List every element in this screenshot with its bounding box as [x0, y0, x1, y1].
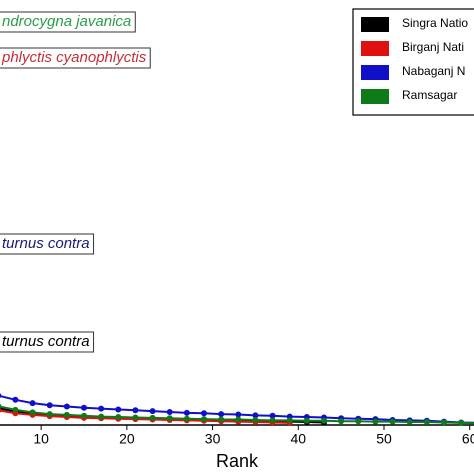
- x-tick-label: 50: [376, 431, 392, 447]
- x-tick-label: 60: [462, 431, 474, 447]
- legend-label: Singra Natio: [402, 16, 468, 30]
- data-point: [355, 418, 362, 425]
- data-point: [183, 409, 190, 416]
- data-point: [63, 403, 70, 410]
- legend-swatch: [361, 41, 389, 56]
- data-point: [63, 411, 70, 418]
- x-tick-label: 20: [119, 431, 135, 447]
- data-point: [132, 407, 139, 414]
- x-tick-label: 40: [290, 431, 306, 447]
- legend-label: Birganj Nati: [402, 40, 464, 54]
- data-point: [132, 414, 139, 421]
- data-point: [29, 400, 36, 407]
- annotation: turnus contra: [0, 233, 95, 255]
- data-point: [458, 419, 465, 426]
- legend-label: Nabaganj N: [402, 64, 465, 78]
- data-point: [321, 417, 327, 424]
- data-point: [149, 408, 156, 415]
- annotation-box: [0, 233, 95, 255]
- data-point: [98, 405, 105, 412]
- annotation: turnus contra: [0, 331, 95, 353]
- annotation-box: [0, 331, 95, 353]
- data-point: [46, 411, 53, 418]
- annotation-text: turnus contra: [2, 333, 90, 350]
- data-point: [0, 407, 2, 413]
- data-point: [115, 406, 122, 413]
- series-line: [0, 409, 290, 424]
- data-point: [389, 418, 396, 425]
- annotation-box: [0, 11, 136, 33]
- data-point: [12, 406, 19, 413]
- data-point: [218, 411, 225, 418]
- data-point: [115, 414, 122, 421]
- data-point: [166, 408, 173, 415]
- data-point: [235, 416, 242, 423]
- data-point: [46, 402, 53, 409]
- data-point: [303, 417, 310, 424]
- data-point: [149, 414, 156, 421]
- legend-swatch: [361, 17, 389, 32]
- data-point: [0, 393, 2, 399]
- legend-swatch: [361, 89, 389, 104]
- annotation-text: phlyctis cyanophlyctis: [1, 49, 147, 66]
- annotation: ndrocygna javanica: [0, 11, 136, 33]
- data-point: [29, 409, 36, 416]
- data-point: [286, 417, 293, 424]
- data-point: [81, 412, 87, 419]
- annotation-box: [0, 47, 151, 69]
- data-point: [218, 416, 225, 423]
- data-point: [338, 418, 345, 425]
- annotation-text: turnus contra: [2, 235, 90, 252]
- annotation: phlyctis cyanophlyctis: [0, 47, 151, 69]
- data-point: [252, 416, 259, 423]
- data-point: [201, 416, 207, 423]
- x-tick-label: 30: [205, 431, 221, 447]
- data-point: [12, 396, 19, 403]
- data-point: [269, 417, 276, 424]
- legend: Singra Natio Birganj Nati Nabaganj N Ramsag…: [352, 8, 474, 116]
- legend-swatch: [361, 65, 389, 80]
- data-point: [423, 419, 430, 426]
- x-tick-label: 10: [33, 431, 49, 447]
- data-point: [81, 404, 87, 411]
- data-point: [372, 418, 379, 425]
- data-point: [441, 419, 447, 426]
- annotation-text: ndrocygna javanica: [2, 13, 131, 30]
- legend-label: Ramsagar: [402, 88, 457, 102]
- x-axis-label: Rank: [216, 451, 259, 471]
- data-point: [252, 412, 259, 419]
- data-point: [235, 411, 242, 418]
- data-point: [166, 415, 173, 422]
- data-point: [269, 412, 276, 419]
- data-point: [406, 419, 413, 426]
- data-point: [201, 410, 207, 417]
- data-point: [0, 403, 2, 409]
- data-point: [183, 415, 190, 422]
- data-point: [98, 413, 105, 420]
